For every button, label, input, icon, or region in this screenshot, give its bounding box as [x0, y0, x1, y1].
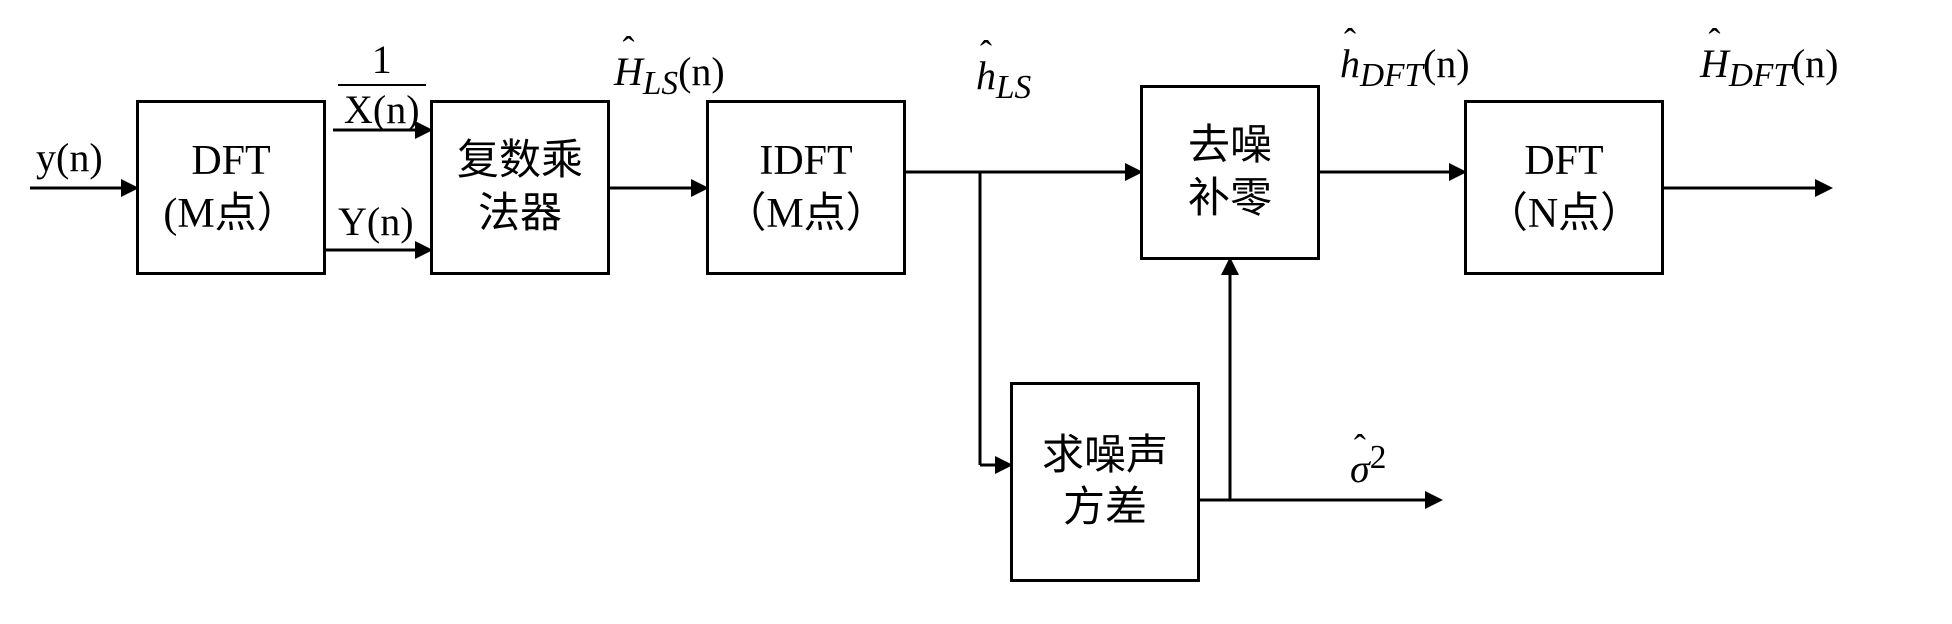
sup: 2 [1370, 439, 1387, 476]
node-line1: DFT [191, 135, 270, 188]
node-line1: DFT [1524, 135, 1603, 188]
label-h-hat-LS: ˆhLS [976, 54, 1031, 107]
arg: (n) [678, 49, 725, 94]
label-Y-n: Y(n) [338, 200, 414, 244]
node-line2: 法器 [478, 188, 562, 241]
node-line1: 求噪声 [1042, 430, 1168, 483]
node-dft-n: DFT （N点） [1464, 100, 1664, 275]
node-line2: （N点） [1486, 188, 1642, 241]
node-noise-variance: 求噪声 方差 [1010, 382, 1200, 582]
node-line1: IDFT [759, 135, 852, 188]
label-text: y(n) [36, 135, 103, 180]
diagram-canvas: DFT (M点） 复数乘 法器 IDFT （M点） 去噪 补零 DFT （N点）… [0, 0, 1952, 624]
sub: LS [996, 69, 1031, 106]
sub: DFT [1360, 57, 1423, 94]
node-line2: 补零 [1188, 173, 1272, 226]
sub: DFT [1729, 57, 1792, 94]
node-denoise-zero-pad: 去噪 补零 [1140, 85, 1320, 260]
node-idft-m: IDFT （M点） [706, 100, 906, 275]
arg: (n) [1792, 41, 1839, 86]
hat-symbol: ˆH [614, 50, 643, 94]
label-y-n: y(n) [36, 136, 103, 180]
node-line2: 方差 [1063, 482, 1147, 535]
fraction-denominator: X(n) [338, 84, 426, 132]
label-H-hat-LS-n: ˆHLS(n) [614, 50, 725, 103]
label-h-hat-DFT-n: ˆhDFT(n) [1340, 42, 1470, 95]
hat-symbol: ˆσ [1350, 447, 1370, 491]
hat-symbol: ˆh [976, 54, 996, 98]
node-line2: (M点） [163, 188, 298, 241]
label-1-over-Xn: 1 X(n) [338, 38, 426, 132]
node-complex-multiplier: 复数乘 法器 [430, 100, 610, 275]
label-text: Y(n) [338, 199, 414, 244]
hat-symbol: ˆH [1700, 42, 1729, 86]
fraction-numerator: 1 [366, 38, 398, 84]
sub: LS [643, 65, 678, 102]
node-dft-m: DFT (M点） [136, 100, 326, 275]
label-sigma-hat-squared: ˆσ2 [1350, 440, 1386, 491]
node-line2: （M点） [724, 188, 887, 241]
node-line1: 复数乘 [457, 135, 583, 188]
arg: (n) [1423, 41, 1470, 86]
label-H-hat-DFT-n: ˆHDFT(n) [1700, 42, 1839, 95]
hat-symbol: ˆh [1340, 42, 1360, 86]
node-line1: 去噪 [1188, 120, 1272, 173]
fraction: 1 X(n) [338, 38, 426, 132]
